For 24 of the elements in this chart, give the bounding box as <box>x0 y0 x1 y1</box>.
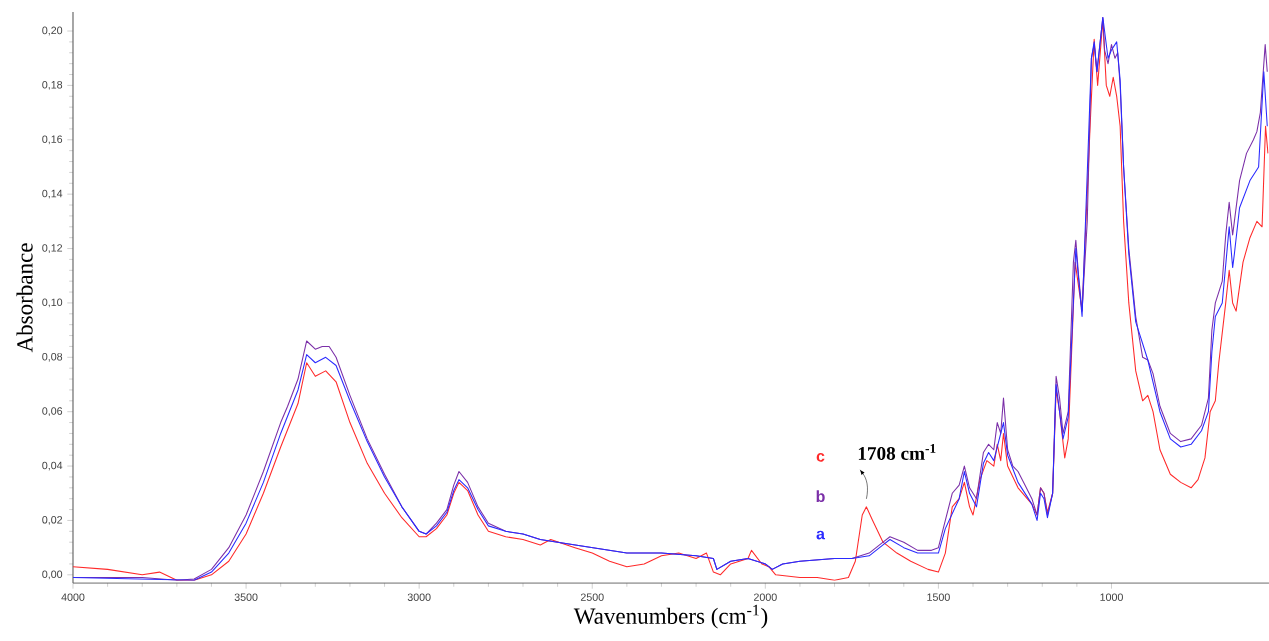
x-tick-label: 2000 <box>754 593 777 601</box>
x-tick-label: 4000 <box>61 593 85 601</box>
y-tick-label: 0,16 <box>42 135 63 145</box>
x-axis-title: Wavenumbers (cm$^{-1}$) <box>573 604 768 629</box>
x-tick-label: 1500 <box>927 593 950 601</box>
y-tick-label: 0,00 <box>42 570 63 580</box>
y-tick-label: 0,18 <box>42 81 63 90</box>
y-tick-label: 0,08 <box>42 352 63 362</box>
y-tick-label: 0,10 <box>42 298 63 308</box>
x-tick-label: 1000 <box>1100 593 1123 601</box>
annotation: 1708 cm$^{-1}$ <box>858 443 936 460</box>
y-tick-label: 0,12 <box>42 244 63 253</box>
y-tick-label: 0,06 <box>42 407 63 417</box>
y-tick-label: 0,02 <box>42 516 63 525</box>
x-tick-label: 3000 <box>407 593 431 601</box>
x-tick-label: 2500 <box>580 593 604 601</box>
y-tick-label: 0,04 <box>42 461 63 471</box>
series-label: a <box>816 530 826 540</box>
y-axis-title: Absorbance <box>16 243 33 353</box>
y-tick-label: 0,20 <box>42 26 63 36</box>
text: c <box>816 452 825 462</box>
x-tick-label: 3500 <box>234 593 258 601</box>
y-tick-label: 0,14 <box>42 189 63 199</box>
text: b <box>816 490 825 503</box>
